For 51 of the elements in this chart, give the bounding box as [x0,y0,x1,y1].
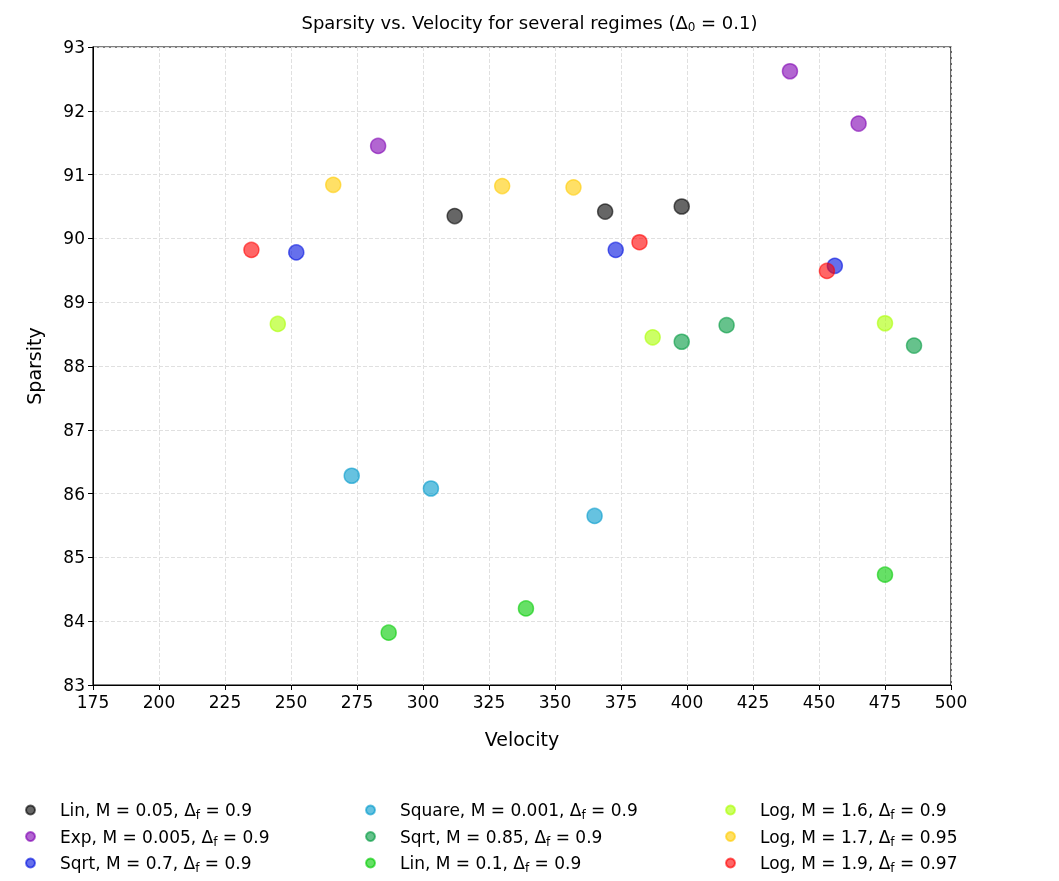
x-tick-label: 500 [934,691,968,712]
y-axis-title: Sparsity [22,327,45,405]
point [876,566,894,583]
y-tick-label: 84 [63,611,85,632]
x-tick-label: 325 [472,691,506,712]
point [718,316,735,334]
point [565,179,582,196]
point [607,241,624,259]
x-tick-label: 475 [868,691,902,712]
y-tick-label: 89 [63,292,85,313]
point [876,315,894,332]
y-tick-label: 91 [63,164,85,185]
y-tick-label: 93 [63,37,85,57]
point [781,63,799,80]
point [850,115,867,132]
point [380,624,397,641]
x-tick-label: 400 [670,691,704,712]
y-tick-label: 92 [63,100,85,121]
point [673,333,690,350]
point [586,507,603,525]
y-tick-label: 88 [63,356,85,376]
point [243,241,260,259]
point [644,329,661,346]
point [325,176,342,194]
x-tick-label: 275 [340,691,374,712]
y-tick-label: 85 [63,547,85,568]
y-tick-label: 90 [63,228,85,249]
point [446,207,463,225]
x-tick-label: 450 [802,691,836,712]
point [422,480,440,497]
point [517,600,535,617]
point [288,244,305,261]
x-tick-label: 375 [604,691,638,712]
x-tick-label: 425 [736,691,770,712]
x-tick-label: 200 [142,691,176,712]
point [269,315,287,333]
x-tick-label: 300 [406,691,440,712]
y-tick-label: 87 [63,419,85,440]
point [818,262,836,280]
point [493,177,511,195]
y-tick-label: 86 [63,483,85,504]
point [905,337,923,354]
x-tick-label: 250 [274,691,308,712]
point [596,203,614,220]
x-tick-label: 350 [538,691,572,712]
x-tick-label: 225 [208,691,242,712]
point [673,198,690,215]
point [631,233,648,251]
point [369,137,387,155]
point [343,467,360,484]
x-axis-title: Velocity [484,727,560,750]
